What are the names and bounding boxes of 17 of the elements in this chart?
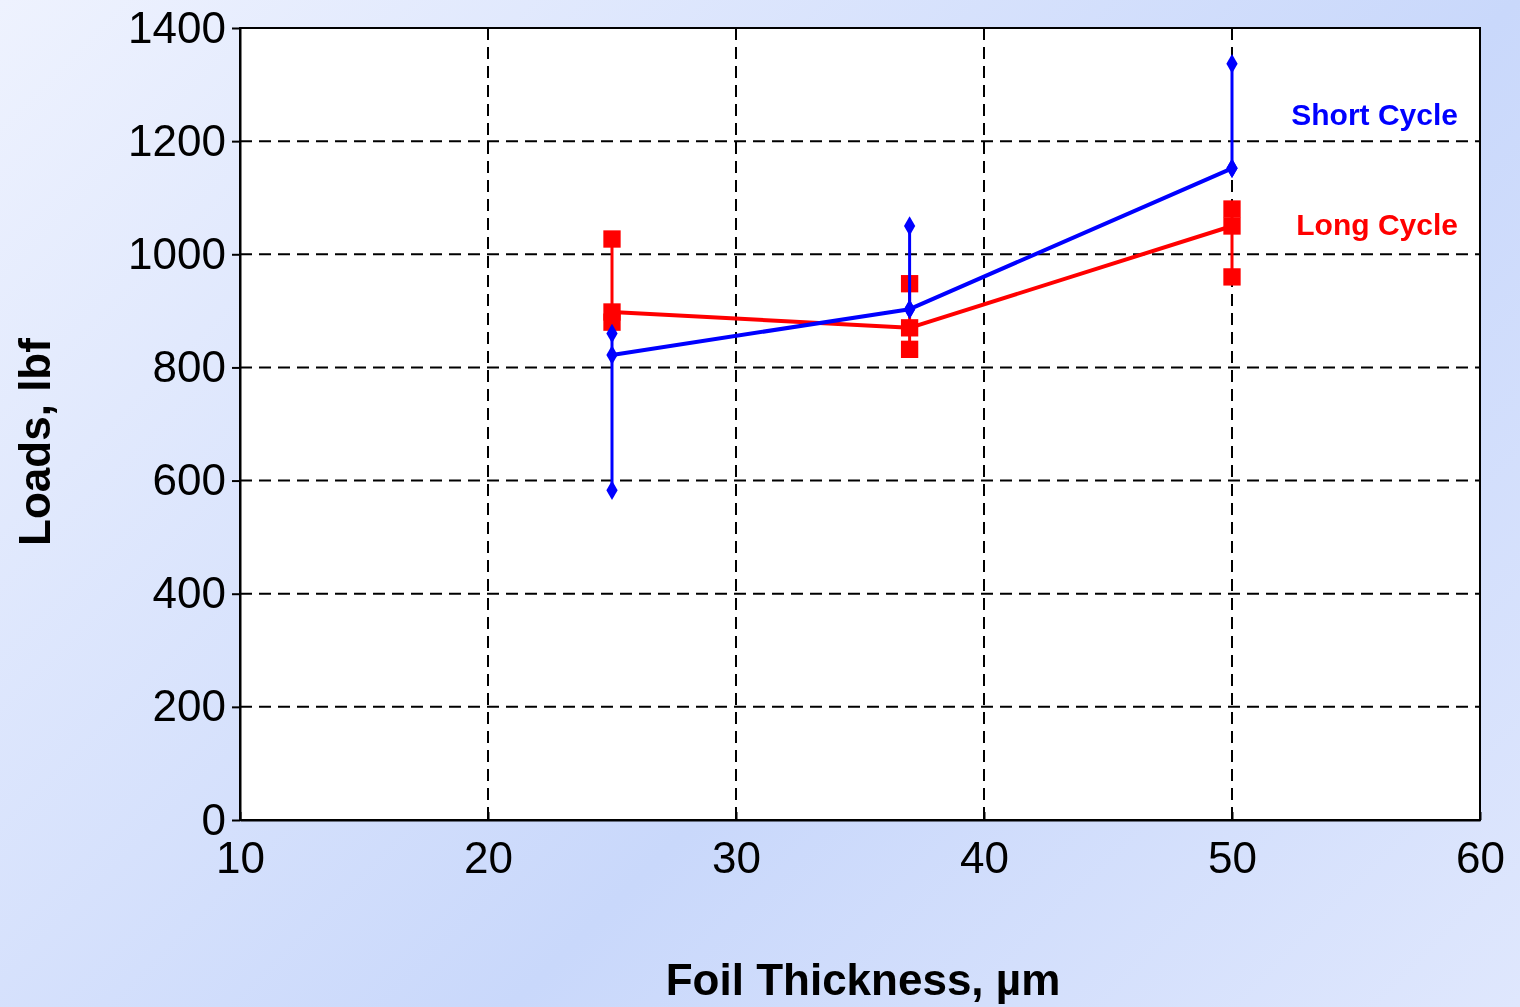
x-tick-label: 60 bbox=[1456, 833, 1505, 883]
y-tick-label: 800 bbox=[152, 342, 226, 392]
y-tick-label: 200 bbox=[152, 681, 226, 731]
series-label: Long Cycle bbox=[1296, 208, 1458, 241]
x-axis-title: Foil Thickness, µm bbox=[665, 955, 1061, 1004]
y-tick-label: 0 bbox=[201, 794, 226, 844]
y-tick-label: 1400 bbox=[128, 2, 226, 52]
y-tick-label: 1000 bbox=[128, 228, 226, 278]
y-tick-label: 1200 bbox=[128, 115, 226, 165]
x-tick-label: 30 bbox=[712, 833, 761, 883]
y-tick-label: 600 bbox=[152, 455, 226, 505]
x-tick-label: 40 bbox=[960, 833, 1009, 883]
x-tick-label: 50 bbox=[1208, 833, 1257, 883]
x-tick-label: 20 bbox=[464, 833, 513, 883]
text: Short Cycle bbox=[1291, 98, 1458, 131]
y-tick-label: 400 bbox=[152, 568, 226, 618]
y-axis-title: Loads, lbf bbox=[10, 337, 59, 546]
